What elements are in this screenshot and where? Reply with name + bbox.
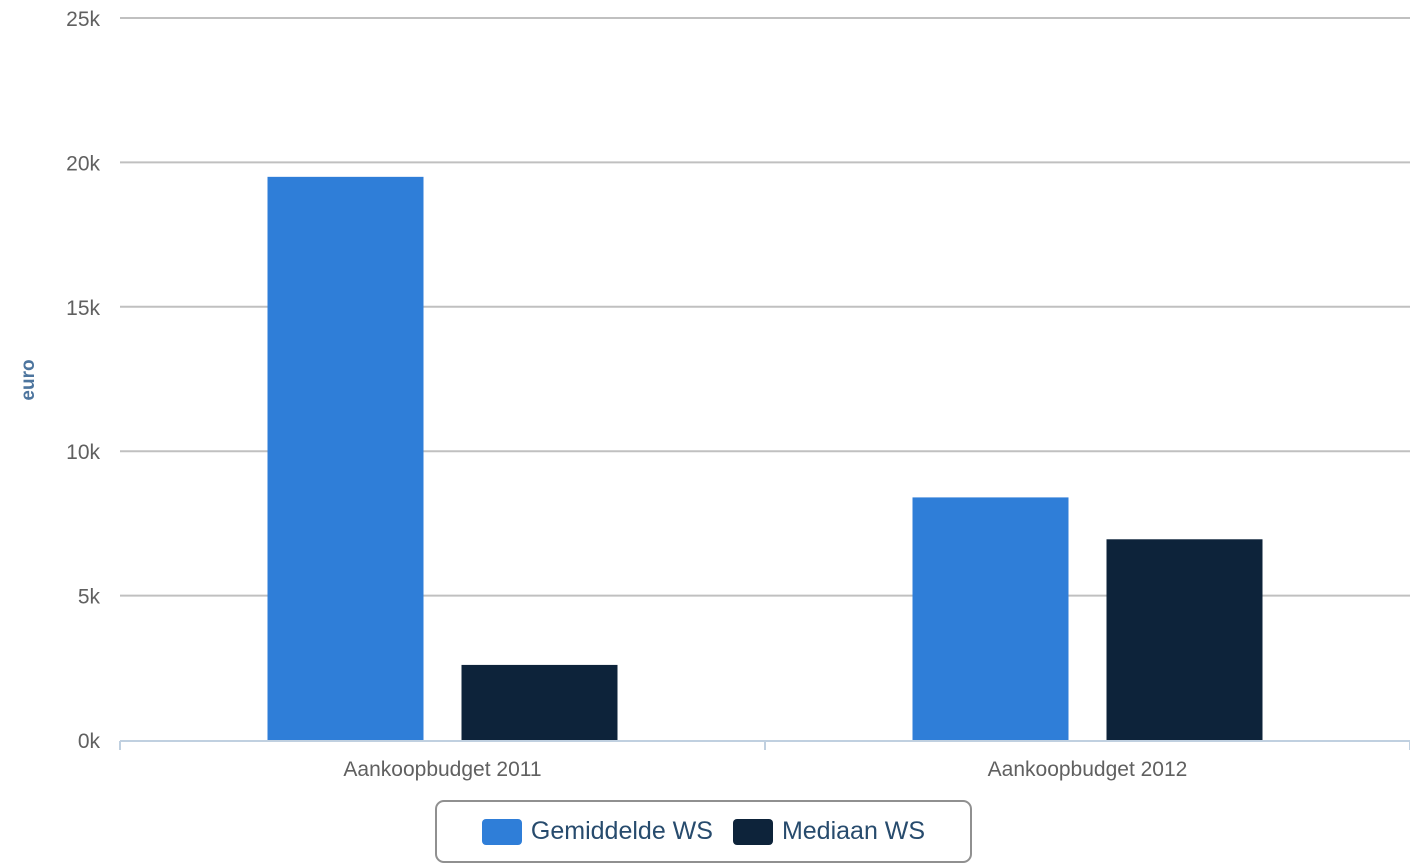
legend-label-mediaan: Mediaan WS [781,817,926,845]
y-axis-title: euro [18,359,39,400]
y-tick-label: 20k [66,152,100,175]
y-axis-ticks: 0k 5k 10k 15k 20k 25k [66,8,100,753]
bar-mediaan-1[interactable] [461,664,618,740]
x-category-label: Aankoopbudget 2012 [988,758,1188,781]
y-tick-label: 10k [66,441,100,464]
legend-item-gemiddelde[interactable]: Gemiddelde WS [481,817,713,846]
bar-gemiddelde-2[interactable] [912,497,1069,740]
bar-gemiddelde-1[interactable] [267,176,424,741]
y-tick-label: 5k [78,586,101,609]
y-tick-label: 15k [66,297,100,320]
y-tick-label: 25k [66,8,100,31]
x-axis: Aankoopbudget 2011 Aankoopbudget 2012 [119,740,1410,781]
y-tick-label: 0k [78,730,101,753]
legend-swatch-mediaan [732,818,773,845]
x-category-label: Aankoopbudget 2011 [343,758,541,781]
legend-swatch-gemiddelde [481,818,522,845]
bar-chart: 0k 5k 10k 15k 20k 25k euro Aankoopbudget 2011… [18,8,1410,781]
legend-label-gemiddelde: Gemiddelde WS [530,817,713,845]
legend-item-mediaan[interactable]: Mediaan WS [732,817,926,846]
bar-mediaan-2[interactable] [1106,539,1263,740]
bars [267,176,1263,741]
legend: Gemiddelde WS Mediaan WS [435,800,972,863]
